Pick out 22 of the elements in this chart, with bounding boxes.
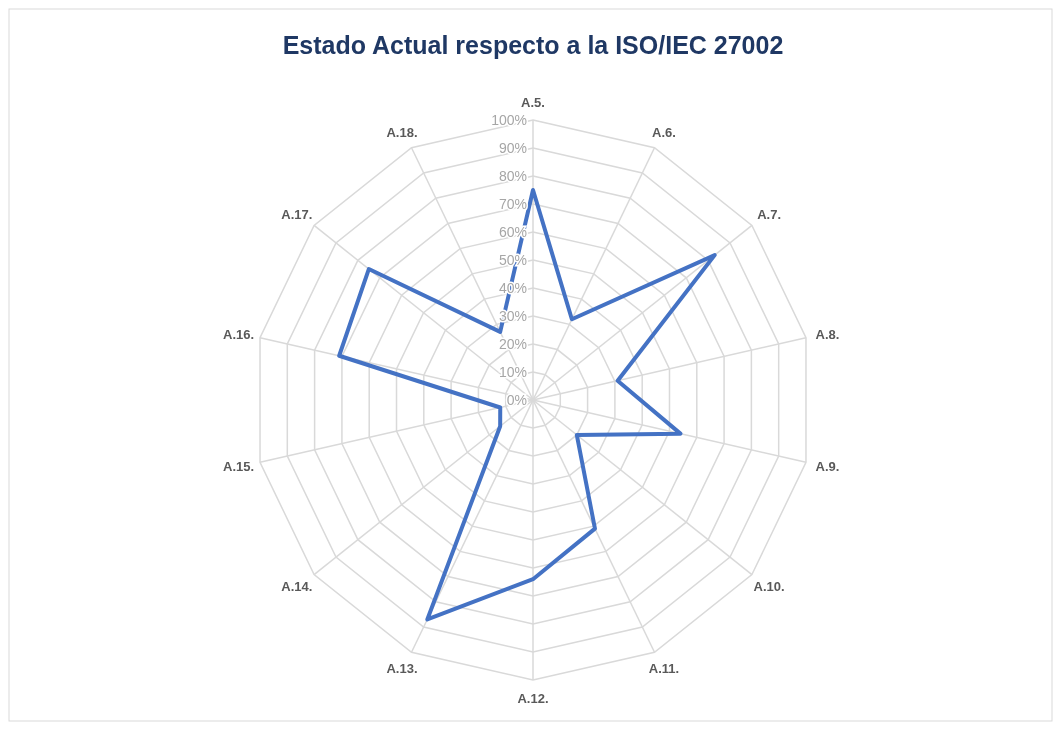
spoke-label: A.8. — [815, 326, 840, 342]
y-tick-label: 80% — [498, 168, 527, 184]
spoke-label: A.6. — [652, 124, 676, 140]
y-tick-label: 70% — [498, 196, 527, 212]
spoke-label: A.13. — [386, 661, 418, 677]
spoke-label: A.5. — [521, 95, 545, 110]
spoke-label: A.11. — [648, 661, 680, 677]
spoke-label: A.10. — [753, 578, 785, 594]
y-tick-label: 90% — [498, 140, 527, 156]
spoke-label: A.16. — [223, 326, 255, 342]
spoke-label: A.7. — [757, 207, 782, 223]
spoke-label: A.18. — [386, 124, 418, 140]
y-tick-label: 100% — [491, 112, 527, 128]
y-tick-label: 20% — [498, 336, 527, 352]
spoke-label: A.17. — [281, 207, 313, 223]
spoke-label: A.9. — [815, 459, 840, 475]
chart-title: Estado Actual respecto a la ISO/IEC 27002 — [282, 31, 784, 59]
spoke-label: A.14. — [281, 578, 313, 594]
y-tick-label: 0% — [506, 392, 527, 408]
y-tick-label: 10% — [498, 364, 527, 380]
spoke-label: A.15. — [223, 459, 255, 475]
spoke-label: A.12. — [517, 691, 549, 706]
